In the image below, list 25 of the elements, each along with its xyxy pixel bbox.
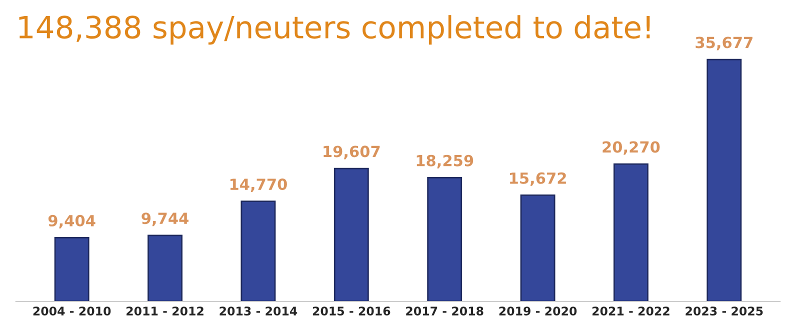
bar (240, 200, 276, 302)
x-tick-label: 2013 - 2014 (220, 306, 298, 316)
data-label: 14,770 (230, 178, 287, 192)
data-label: 35,677 (696, 36, 752, 50)
x-tick-label: 2021 - 2022 (592, 306, 670, 316)
x-tick-label: 2019 - 2020 (499, 306, 577, 316)
bar (614, 163, 648, 302)
bar (54, 237, 90, 302)
data-label: 19,607 (324, 146, 380, 160)
data-label: 9,744 (142, 212, 188, 226)
bar (706, 58, 742, 302)
x-tick-label: 2023 - 2025 (686, 306, 763, 316)
x-tick-label: 2011 - 2012 (126, 306, 204, 316)
bar (427, 176, 462, 302)
data-label: 18,259 (416, 154, 474, 168)
data-label: 9,404 (48, 214, 96, 228)
x-tick-label: 2004 - 2010 (33, 306, 111, 316)
data-label: 15,672 (510, 172, 566, 186)
bar (334, 168, 369, 302)
x-tick-label: 2015 - 2016 (312, 306, 390, 316)
data-label: 20,270 (602, 141, 660, 155)
chart-title: 148,388 spay/neuters completed to date! (19, 15, 650, 45)
x-tick-label: 2017 - 2018 (406, 306, 484, 316)
bar (520, 194, 556, 302)
bar (148, 234, 182, 302)
